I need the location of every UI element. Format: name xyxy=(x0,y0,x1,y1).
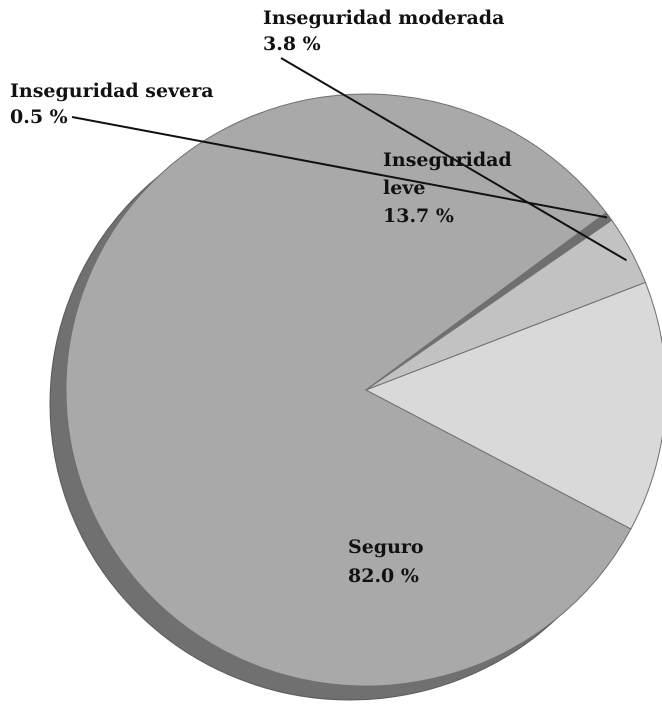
leader-lines xyxy=(71,57,627,262)
slice-value-inseguridad-moderada: 3.8 % xyxy=(263,33,321,55)
label-inseguridad-moderada: Inseguridad moderada 3.8 % xyxy=(263,7,504,55)
label-inseguridad-leve: Inseguridad leve 13.7 % xyxy=(383,149,512,227)
label-seguro: Seguro 82.0 % xyxy=(348,536,424,587)
slice-label-inseguridad-moderada: Inseguridad moderada xyxy=(263,7,504,29)
pie-slices xyxy=(65,93,662,687)
slice-label-inseguridad-severa: Inseguridad severa xyxy=(10,80,214,102)
slice-label-seguro: Seguro xyxy=(348,536,424,558)
slice-label-inseguridad-leve-line1: Inseguridad xyxy=(383,149,512,171)
pie-slice-seguro xyxy=(65,93,632,687)
pie-slice-inseguridad-leve xyxy=(364,281,662,530)
leader-line-inseguridad-moderada xyxy=(280,57,627,262)
slice-value-seguro: 82.0 % xyxy=(348,565,419,587)
slice-label-inseguridad-leve-line2: leve xyxy=(383,177,425,199)
label-inseguridad-severa: Inseguridad severa 0.5 % xyxy=(10,80,214,128)
slice-value-inseguridad-severa: 0.5 % xyxy=(10,106,68,128)
leader-line-inseguridad-severa xyxy=(71,116,608,219)
slice-value-inseguridad-leve: 13.7 % xyxy=(383,205,454,227)
